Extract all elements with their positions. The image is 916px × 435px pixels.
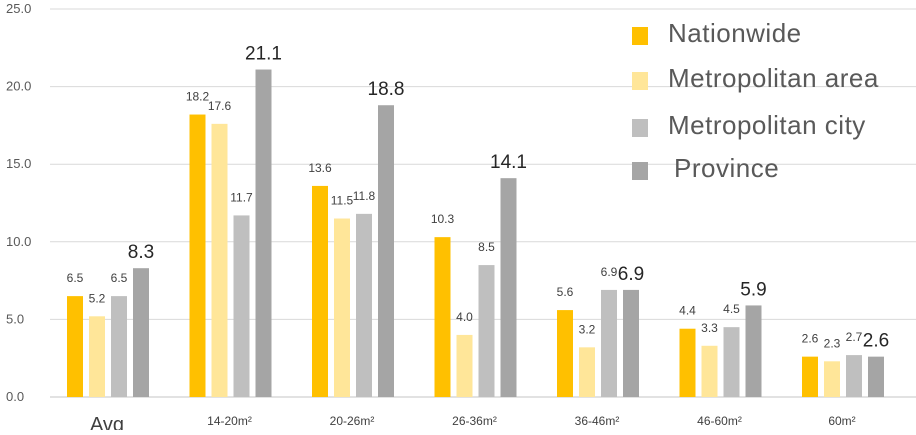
bar-nationwide-60m [802,356,818,397]
bar-metropolitan-area-avg [89,316,105,397]
data-label-nationwide-14-20m: 18.2 [186,90,210,104]
data-label-metropolitan-area-46-60m: 3.3 [701,321,718,335]
bar-metropolitan-city-26-36m [478,265,495,397]
x-tick-label-avg: Avg [90,414,124,430]
bar-metropolitan-area-36-46m [579,347,595,397]
data-label-province-20-26m: 18.8 [368,79,405,100]
y-tick-label-2: 10.0 [6,234,31,249]
data-label-nationwide-avg: 6.5 [67,271,84,285]
x-tick-label-60m: 60m² [828,414,855,428]
bar-metropolitan-city-60m [846,355,862,397]
bar-province-36-46m [623,289,639,397]
data-label-province-14-20m: 21.1 [245,44,282,65]
data-label-nationwide-26-36m: 10.3 [431,212,455,226]
data-label-nationwide-20-26m: 13.6 [308,161,332,175]
data-label-metropolitan-city-60m: 2.7 [846,330,863,344]
data-label-metropolitan-city-36-46m: 6.9 [601,265,618,279]
y-tick-label-5: 25.0 [6,1,31,16]
data-label-metropolitan-area-36-46m: 3.2 [579,322,596,336]
legend-swatch-nationwide [632,27,648,45]
x-tick-label-14-20m: 14-20m² [207,414,252,428]
data-label-province-avg: 8.3 [128,242,154,263]
legend-label-metropolitan-area: Metropolitan area [668,63,879,93]
bar-metropolitan-city-20-26m [356,213,372,397]
legend-label-metropolitan-city: Metropolitan city [668,110,866,140]
bar-province-60m [868,356,884,397]
bar-nationwide-avg [67,296,83,397]
bar-metropolitan-area-46-60m [701,345,718,397]
y-tick-label-3: 15.0 [6,156,31,171]
bar-metropolitan-area-20-26m [334,218,350,397]
data-label-metropolitan-city-20-26m: 11.8 [353,189,376,203]
data-label-nationwide-46-60m: 4.4 [679,304,696,318]
x-tick-label-20-26m: 20-26m² [330,414,375,428]
bar-metropolitan-area-60m [824,361,840,397]
bar-metropolitan-area-26-36m [456,334,473,397]
y-tick-label-1: 5.0 [6,311,24,326]
data-label-province-26-36m: 14.1 [490,152,527,173]
bar-province-14-20m [255,69,272,397]
data-label-metropolitan-city-26-36m: 8.5 [478,240,495,254]
legend-label-province: Province [674,153,780,183]
legend-swatch-metropolitan-area [632,72,648,90]
bar-province-46-60m [745,305,762,397]
bar-province-avg [133,268,149,397]
bar-metropolitan-city-14-20m [233,215,250,397]
data-label-metropolitan-city-14-20m: 11.7 [230,190,253,204]
legend-swatch-province [632,162,648,180]
bar-metropolitan-city-36-46m [601,289,617,397]
data-label-metropolitan-area-60m: 2.3 [824,336,841,350]
data-label-metropolitan-area-avg: 5.2 [89,291,106,305]
data-label-province-36-46m: 6.9 [618,264,644,285]
data-label-province-46-60m: 5.9 [740,279,766,300]
x-tick-label-26-36m: 26-36m² [452,414,497,428]
bar-province-20-26m [378,105,394,397]
data-label-province-60m: 2.6 [863,331,889,352]
data-label-metropolitan-area-14-20m: 17.6 [208,99,232,113]
bar-metropolitan-city-46-60m [723,327,740,397]
bar-nationwide-14-20m [189,114,206,397]
data-label-metropolitan-city-46-60m: 4.5 [723,302,740,316]
bar-nationwide-20-26m [312,185,328,397]
data-label-nationwide-36-46m: 5.6 [557,285,574,299]
bar-nationwide-46-60m [679,328,696,397]
bar-province-26-36m [500,178,517,397]
bar-nationwide-36-46m [557,310,573,397]
legend-swatch-metropolitan-city [632,119,648,137]
bar-metropolitan-area-14-20m [211,123,228,398]
data-label-metropolitan-area-20-26m: 11.5 [331,194,354,208]
data-label-metropolitan-city-avg: 6.5 [111,271,128,285]
x-tick-label-36-46m: 36-46m² [575,414,620,428]
bar-metropolitan-city-avg [111,296,127,397]
legend-label-nationwide: Nationwide [668,18,802,48]
data-label-metropolitan-area-26-36m: 4.0 [456,310,473,324]
data-label-nationwide-60m: 2.6 [802,332,819,346]
y-tick-label-0: 0.0 [6,389,24,404]
bar-nationwide-26-36m [434,237,451,397]
y-tick-label-4: 20.0 [6,79,31,94]
x-tick-label-46-60m: 46-60m² [697,414,742,428]
